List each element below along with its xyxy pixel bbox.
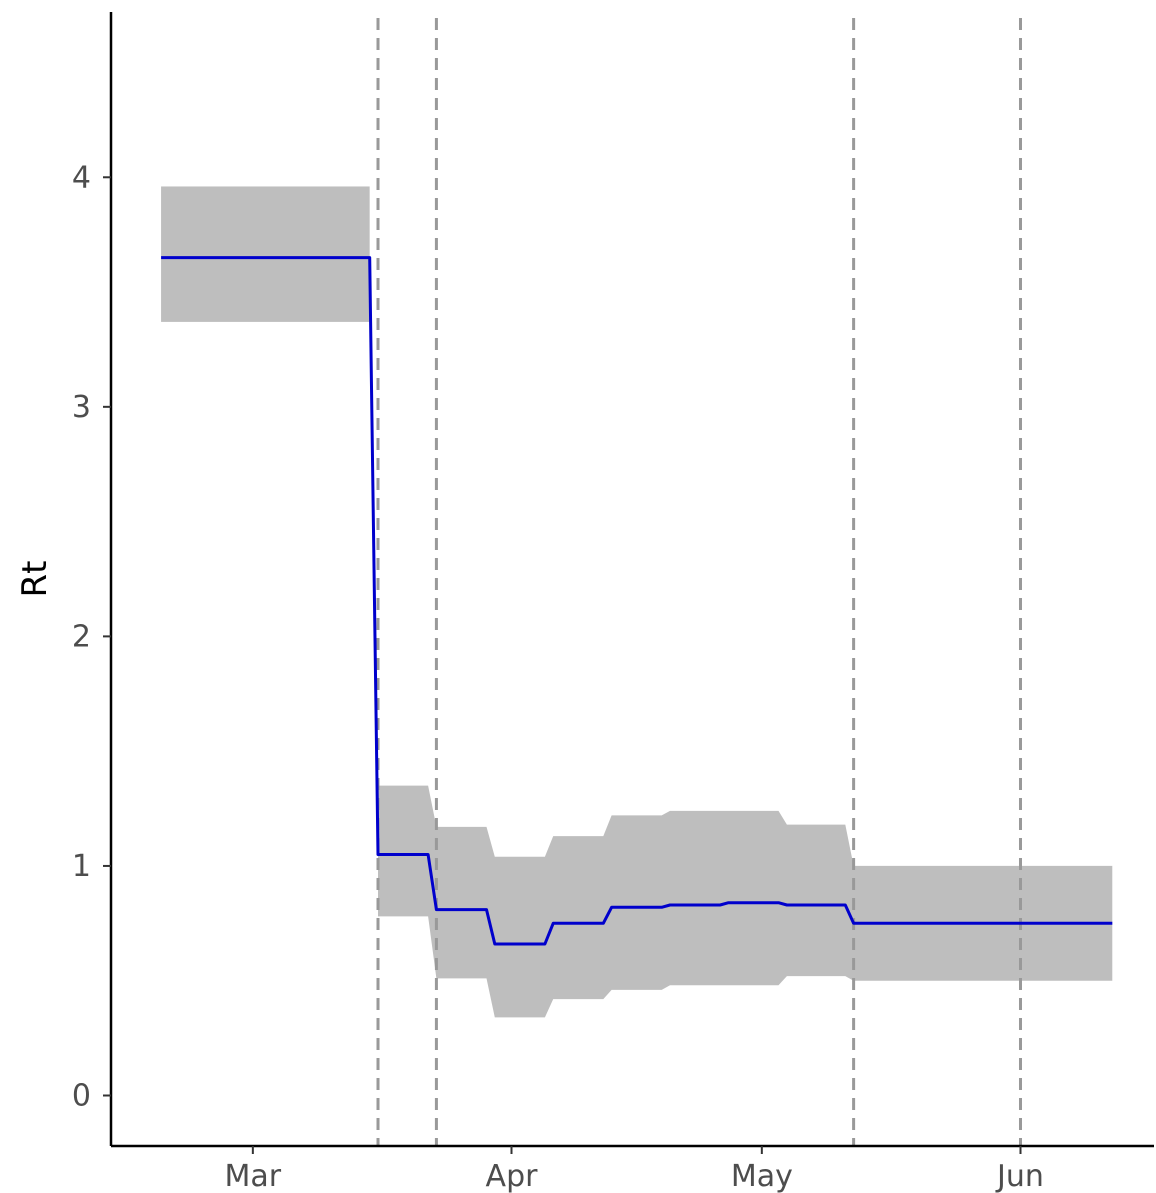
y-tick-label: 0 xyxy=(72,1078,91,1113)
y-tick-label: 1 xyxy=(72,849,91,884)
ribbon-segment xyxy=(161,186,370,322)
intervention-lines-layer xyxy=(376,18,1022,1146)
x-tick-label: May xyxy=(731,1159,793,1193)
y-tick-label: 4 xyxy=(72,160,91,195)
x-tick-label: Apr xyxy=(486,1159,539,1193)
y-tick-label: 3 xyxy=(72,390,91,425)
y-axis-ticks: 0 1 2 3 4 xyxy=(72,160,111,1113)
x-tick-label: Mar xyxy=(225,1159,282,1193)
rt-line xyxy=(161,256,1113,946)
y-tick-label: 2 xyxy=(72,619,91,654)
x-tick-label: Jun xyxy=(995,1159,1044,1193)
axes: 0 1 2 3 4 Mar Apr May Jun xyxy=(72,12,1154,1193)
x-axis-ticks: Mar Apr May Jun xyxy=(225,1146,1044,1193)
y-axis-title: Rt xyxy=(15,561,55,598)
confidence-ribbon-layer xyxy=(161,186,1113,1018)
rt-line-layer xyxy=(161,256,1113,946)
